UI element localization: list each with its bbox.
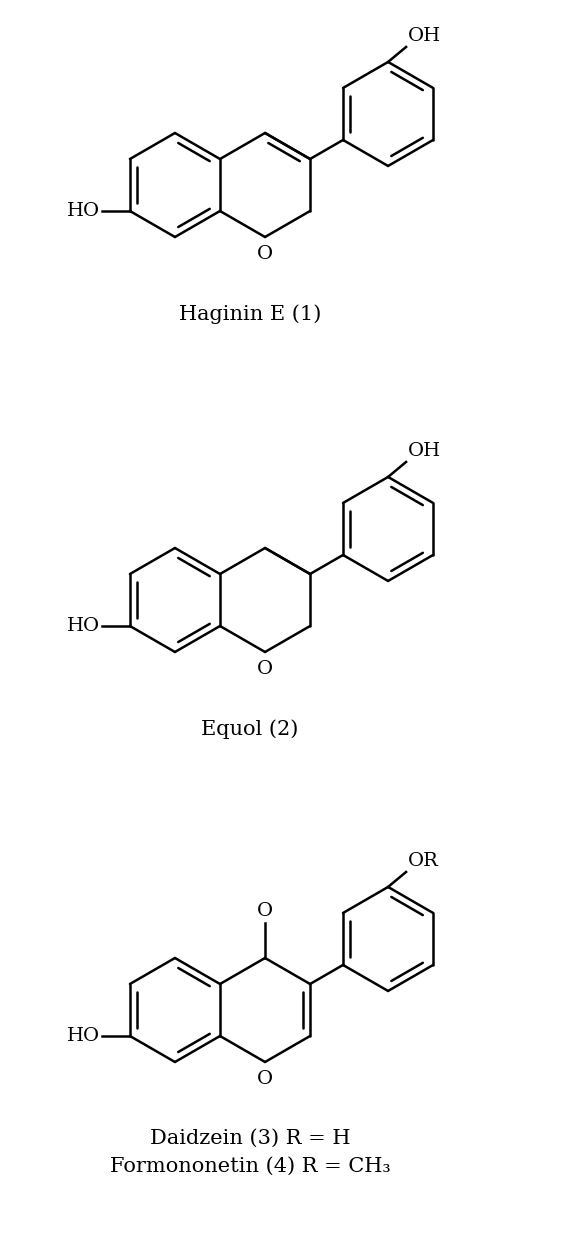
Text: HO: HO — [67, 1027, 100, 1045]
Text: OH: OH — [408, 28, 441, 45]
Text: HO: HO — [67, 617, 100, 636]
Text: O: O — [257, 1070, 273, 1088]
Text: O: O — [257, 902, 273, 919]
Text: OH: OH — [408, 442, 441, 460]
Text: Equol (2): Equol (2) — [201, 719, 298, 738]
Text: Haginin E (1): Haginin E (1) — [179, 304, 321, 324]
Text: Formononetin (4) R = CH₃: Formononetin (4) R = CH₃ — [110, 1157, 390, 1176]
Text: O: O — [257, 245, 273, 263]
Text: Daidzein (3) R = H: Daidzein (3) R = H — [150, 1128, 350, 1148]
Text: OR: OR — [408, 852, 439, 869]
Text: O: O — [257, 661, 273, 678]
Text: HO: HO — [67, 201, 100, 220]
